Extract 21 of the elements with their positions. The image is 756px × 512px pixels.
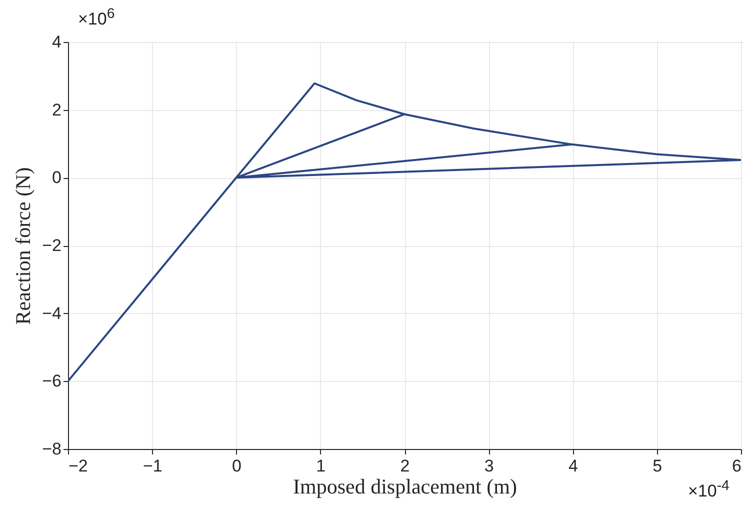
text: ×10$^{6}$ [78,6,115,30]
text: ×10$^{-4}$ [688,478,730,502]
x-tick-label: 1 [316,456,326,476]
x-tick-label: 2 [400,456,410,476]
y-tick-label: 4 [52,32,62,52]
y-tick-label: −2 [42,236,62,255]
x-tick-label: 6 [732,456,742,476]
x-tick-label: 5 [652,456,662,476]
x-axis-title: Imposed displacement (m) [293,474,517,498]
x-tick-label: −1 [142,456,162,476]
y-axis-title: Reaction force (N) [11,167,36,325]
x-tick-label: 4 [568,456,578,476]
y-tick-label: 0 [52,168,62,188]
y-tick-label: 2 [52,100,62,120]
y-tick-label: −4 [42,304,62,323]
line-series [68,82,741,382]
y-tick-label: −8 [42,440,62,458]
x-tick-label: −2 [68,456,88,476]
x-tick-label: 0 [232,456,242,476]
y-tick-label: −6 [42,372,62,391]
x-tick-label: 3 [484,456,494,476]
